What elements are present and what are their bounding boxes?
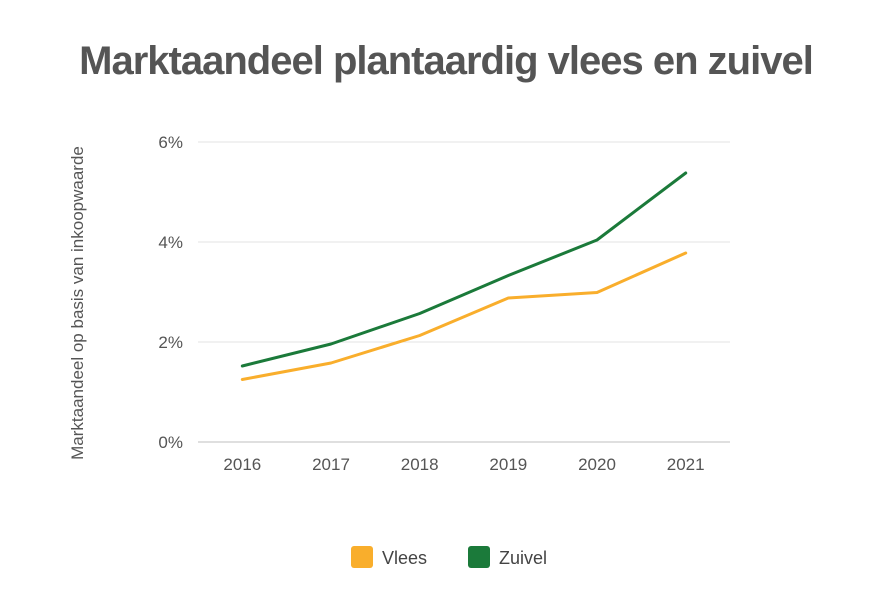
legend-swatch-vlees [351,546,373,568]
y-tick-label: 6% [158,133,183,152]
y-axis-ticks: 0% 2% 4% 6% [158,133,183,452]
y-tick-label: 2% [158,333,183,352]
y-axis-label: Marktaandeel op basis van inkoopwaarde [68,146,87,460]
x-axis-ticks: 2016 2017 2018 2019 2020 2021 [223,455,704,474]
x-tick-label: 2019 [489,455,527,474]
legend-swatch-zuivel [468,546,490,568]
series-lines [240,171,688,381]
chart-title: Marktaandeel plantaardig vlees en zuivel [79,39,813,83]
gridlines [198,141,730,443]
x-tick-label: 2021 [667,455,705,474]
x-tick-label: 2020 [578,455,616,474]
series-line-vlees [240,251,688,381]
y-tick-label: 4% [158,233,183,252]
x-tick-label: 2016 [223,455,261,474]
x-tick-label: 2018 [401,455,439,474]
legend-label-vlees: Vlees [382,548,427,568]
x-tick-label: 2017 [312,455,350,474]
legend-label-zuivel: Zuivel [499,548,547,568]
legend: Vlees Zuivel [351,546,547,568]
y-tick-label: 0% [158,433,183,452]
series-line-zuivel [240,171,688,368]
